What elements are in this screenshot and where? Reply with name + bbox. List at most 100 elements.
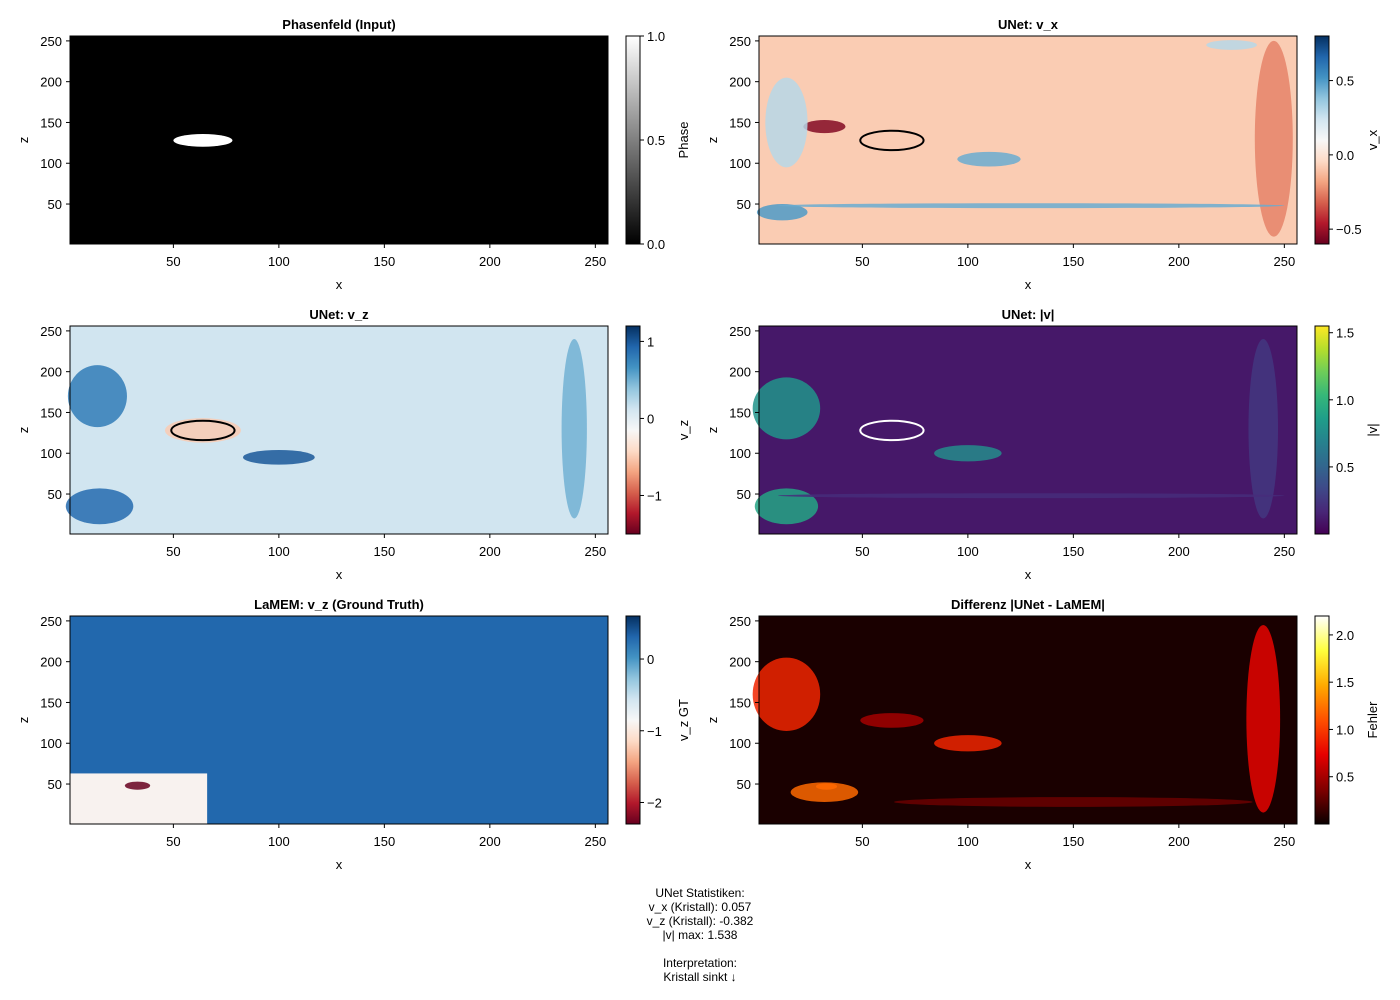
chart-panel: 50 100 150 200 250 50 100 150 200 250 UNet: |v| x z 0… — [705, 307, 1380, 582]
y-tick-label: 50 — [737, 777, 751, 792]
x-tick-label: 250 — [584, 254, 606, 269]
y-tick-label: 250 — [729, 614, 751, 629]
y-tick-label: 50 — [737, 197, 751, 212]
x-tick-label: 250 — [584, 834, 606, 849]
colorbar — [1314, 615, 1330, 825]
y-tick-label: 100 — [40, 736, 62, 751]
y-axis-label: z — [16, 427, 31, 434]
chart-title: UNet: v_x — [998, 17, 1059, 32]
chart-title: UNet: v_z — [309, 307, 369, 322]
y-tick-label: 150 — [40, 405, 62, 420]
heatmap-feature — [765, 77, 808, 168]
y-axis-label: z — [705, 137, 720, 144]
heatmap-feature — [1248, 339, 1279, 519]
heatmap-feature — [860, 713, 924, 728]
colorbar-label: v_z — [676, 420, 691, 440]
y-axis-label: z — [705, 427, 720, 434]
y-tick-label: 50 — [48, 777, 62, 792]
chart-title: Differenz |UNet - LaMEM| — [951, 597, 1105, 612]
y-axis-label: z — [705, 717, 720, 724]
heatmap-feature — [803, 120, 846, 134]
y-tick-label: 150 — [729, 115, 751, 130]
heatmap-feature — [790, 782, 859, 802]
x-tick-label: 150 — [374, 834, 396, 849]
y-axis-label: z — [16, 717, 31, 724]
chart-panel: 50 100 150 200 250 50 100 150 200 250 Differenz |U… — [705, 597, 1380, 872]
colorbar-tick-label: 0 — [647, 652, 654, 667]
colorbar-label: |v| — [1365, 423, 1380, 436]
colorbar-tick-label: 0.0 — [647, 237, 665, 252]
colorbar-label: v_x — [1365, 129, 1380, 150]
heatmap-feature — [777, 493, 1285, 499]
stats-line: UNet Statistiken: — [655, 886, 745, 900]
colorbar-tick-label: 2.0 — [1336, 628, 1354, 643]
colorbar-tick-label: −0.5 — [1336, 222, 1362, 237]
x-tick-label: 150 — [1063, 834, 1085, 849]
heatmap-feature — [756, 204, 808, 221]
heatmap-region — [70, 773, 208, 824]
x-tick-label: 100 — [268, 834, 290, 849]
colorbar-tick-label: 0 — [647, 411, 654, 426]
y-tick-label: 50 — [737, 487, 751, 502]
heatmap-feature — [1254, 40, 1293, 237]
heatmap-feature — [124, 781, 151, 790]
crystal-shape — [173, 134, 233, 147]
x-axis-label: x — [1025, 857, 1032, 872]
heatmap-feature — [957, 151, 1021, 167]
stats-line: Kristall sinkt ↓ — [663, 970, 737, 984]
x-tick-label: 100 — [268, 544, 290, 559]
colorbar — [625, 35, 641, 245]
x-tick-label: 50 — [855, 254, 869, 269]
colorbar — [1314, 325, 1330, 535]
y-tick-label: 200 — [729, 655, 751, 670]
x-tick-label: 50 — [166, 544, 180, 559]
y-tick-label: 50 — [48, 197, 62, 212]
x-tick-label: 100 — [957, 544, 979, 559]
heatmap-feature — [67, 365, 127, 428]
y-tick-label: 200 — [40, 365, 62, 380]
x-axis-label: x — [1025, 277, 1032, 292]
y-tick-label: 250 — [40, 614, 62, 629]
colorbar — [625, 325, 641, 535]
colorbar-tick-label: −2 — [647, 795, 662, 810]
colorbar-tick-label: 0.5 — [1336, 74, 1354, 89]
y-tick-label: 100 — [729, 156, 751, 171]
x-tick-label: 200 — [1168, 544, 1190, 559]
x-tick-label: 50 — [166, 834, 180, 849]
x-tick-label: 150 — [374, 544, 396, 559]
colorbar-tick-label: 1 — [647, 334, 654, 349]
x-tick-label: 150 — [1063, 254, 1085, 269]
colorbar-tick-label: 0.5 — [647, 133, 665, 148]
heatmap-feature — [561, 339, 587, 519]
x-tick-label: 100 — [957, 254, 979, 269]
heatmap-feature — [754, 488, 819, 525]
plot-frame — [758, 615, 1298, 825]
heatmap-feature — [1206, 40, 1257, 50]
x-axis-label: x — [336, 857, 343, 872]
heatmap-feature — [815, 783, 838, 790]
chart-title: Phasenfeld (Input) — [282, 17, 395, 32]
x-axis-label: x — [336, 277, 343, 292]
x-tick-label: 200 — [1168, 254, 1190, 269]
heatmap-feature — [894, 797, 1253, 807]
x-tick-label: 200 — [1168, 834, 1190, 849]
x-tick-label: 250 — [584, 544, 606, 559]
y-axis-label: z — [16, 137, 31, 144]
colorbar-tick-label: 1.0 — [647, 29, 665, 44]
colorbar-label: Phase — [676, 122, 691, 159]
colorbar-tick-label: −1 — [647, 724, 662, 739]
heatmap-feature — [752, 657, 821, 732]
chart-panel: 50 100 150 200 250 50 100 150 200 250 UNet: v_xx z −… — [705, 17, 1380, 292]
heatmap-background — [759, 36, 1297, 244]
x-tick-label: 100 — [268, 254, 290, 269]
x-tick-label: 200 — [479, 254, 501, 269]
y-tick-label: 100 — [729, 446, 751, 461]
plot-frame — [69, 325, 609, 535]
chart-panel: 50 100 150 200 250 50 100 150 200 250 UNet: v_zx z −… — [16, 307, 691, 582]
stats-line: Interpretation: — [662, 956, 738, 970]
y-tick-label: 250 — [729, 324, 751, 339]
heatmap-feature — [777, 203, 1285, 209]
y-tick-label: 200 — [729, 75, 751, 90]
y-tick-label: 100 — [40, 446, 62, 461]
